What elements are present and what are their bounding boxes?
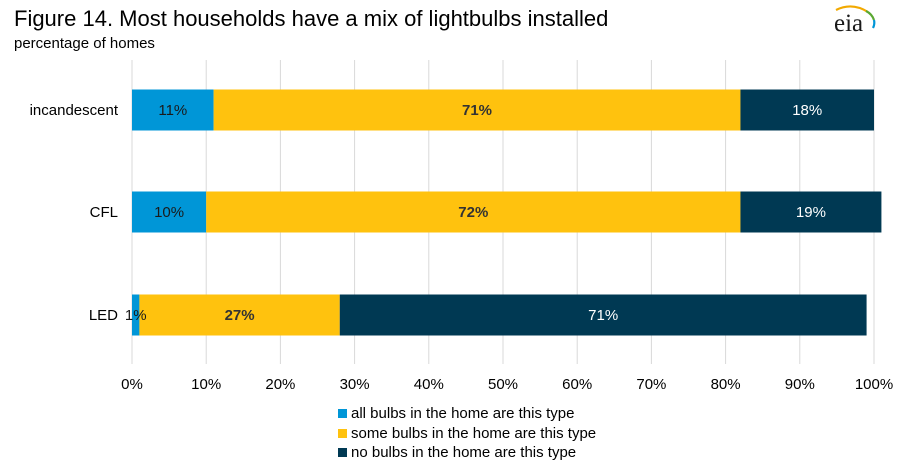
- bar-segment: [339, 294, 867, 336]
- x-tick-label: 0%: [121, 376, 143, 393]
- data-label: 27%: [225, 307, 255, 324]
- bar-labels: 11% 71% 18% 10% 72% 19% 1% 27% 71%: [125, 102, 826, 324]
- eia-logo: eia: [828, 4, 882, 42]
- data-label: 19%: [796, 204, 826, 221]
- legend-item: no bulbs in the home are this type: [338, 443, 596, 463]
- x-tick-label: 40%: [414, 376, 444, 393]
- bar-segment: [740, 191, 882, 233]
- x-tick-label: 90%: [785, 376, 815, 393]
- chart-subtitle: percentage of homes: [14, 35, 155, 52]
- category-label: incandescent: [30, 102, 119, 119]
- bar-segment: [740, 89, 874, 131]
- x-tick-label: 60%: [562, 376, 592, 393]
- legend-swatch: [338, 428, 347, 438]
- legend-swatch: [338, 448, 347, 458]
- chart-title: Figure 14. Most households have a mix of…: [14, 6, 609, 31]
- bars: [132, 89, 882, 336]
- logo-arc-icon: [835, 5, 876, 29]
- data-label: 18%: [792, 102, 822, 119]
- x-tick-label: 80%: [711, 376, 741, 393]
- legend-item: all bulbs in the home are this type: [338, 404, 596, 424]
- x-tick-label: 10%: [191, 376, 221, 393]
- x-tick-label: 50%: [488, 376, 518, 393]
- category-labels: incandescent CFL LED: [30, 102, 119, 324]
- data-label: 10%: [154, 204, 184, 221]
- bar-segment: [132, 89, 214, 131]
- category-label: CFL: [90, 204, 118, 221]
- bar-segment: [132, 191, 207, 233]
- x-tick-label: 100%: [855, 376, 893, 393]
- category-label: LED: [89, 307, 118, 324]
- data-label: 1%: [125, 307, 147, 324]
- bar-segment: [213, 89, 741, 131]
- x-tick-label: 70%: [636, 376, 666, 393]
- x-axis-labels: 0% 10% 20% 30% 40% 50% 60% 70% 80% 90% 100%: [121, 376, 893, 393]
- legend-swatch: [338, 409, 347, 419]
- data-label: 11%: [158, 102, 187, 119]
- logo-text: eia: [834, 10, 864, 37]
- bar-segment: [132, 294, 140, 336]
- data-label: 71%: [462, 102, 492, 119]
- bar-segment: [139, 294, 340, 336]
- legend-label: no bulbs in the home are this type: [351, 444, 577, 462]
- x-tick-label: 20%: [265, 376, 295, 393]
- legend-item: some bulbs in the home are this type: [338, 424, 596, 444]
- bar-segment: [206, 191, 741, 233]
- legend: all bulbs in the home are this type some …: [338, 404, 596, 463]
- data-label: 72%: [458, 204, 488, 221]
- legend-label: some bulbs in the home are this type: [351, 424, 597, 442]
- legend-label: all bulbs in the home are this type: [351, 405, 575, 423]
- x-tick-label: 30%: [340, 376, 370, 393]
- data-label: 71%: [588, 307, 618, 324]
